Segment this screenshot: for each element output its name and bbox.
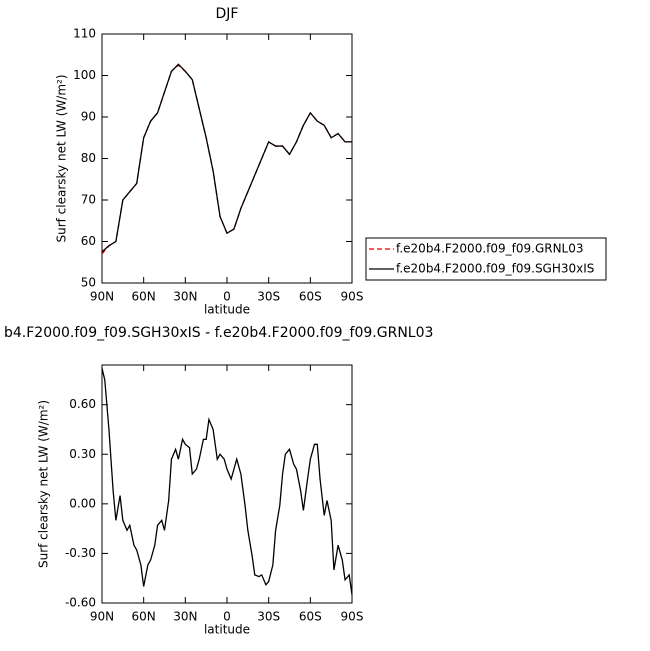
y-tick-label: 110 [73, 27, 96, 41]
plot-frame [101, 364, 353, 604]
line [101, 64, 352, 255]
x-axis-label: latitude [204, 623, 250, 637]
legend-label: f.e20b4.F2000.f09_f09.GRNL03 [396, 242, 584, 256]
x-tick-label: 30N [173, 610, 197, 624]
line [101, 368, 353, 595]
line [101, 63, 352, 253]
x-tick-label: 0 [223, 610, 231, 624]
x-axis-label: latitude [204, 303, 250, 317]
x-tick-label: 60S [299, 290, 322, 304]
y-axis-label: Surf clearsky net LW (W/m²) [55, 74, 69, 242]
chart-title: DJF [216, 6, 239, 22]
x-tick-label: 30S [257, 290, 280, 304]
legend-box [365, 237, 607, 281]
y-tick-label: -0.30 [65, 546, 96, 560]
x-tick-label: 0 [223, 290, 231, 304]
y-tick-label: -0.60 [65, 596, 96, 610]
y-tick-label: 0.60 [69, 397, 96, 411]
y-tick-label: 60 [81, 234, 96, 248]
y-tick-label: 0.30 [69, 447, 96, 461]
y-tick-label: 70 [81, 193, 96, 207]
chart-title: b4.F2000.f09_f09.SGH30xIS - f.e20b4.F200… [4, 325, 433, 341]
y-tick-label: 100 [73, 68, 96, 82]
x-tick-label: 90S [341, 290, 364, 304]
x-tick-label: 60N [132, 610, 156, 624]
y-tick-label: 50 [81, 276, 96, 290]
x-tick-label: 30N [173, 290, 197, 304]
x-tick-label: 90N [90, 610, 114, 624]
y-tick-label: 90 [81, 110, 96, 124]
x-tick-label: 90S [341, 610, 364, 624]
x-tick-label: 30S [257, 610, 280, 624]
x-tick-label: 60N [132, 290, 156, 304]
x-tick-label: 60S [299, 610, 322, 624]
y-axis-label: Surf clearsky net LW (W/m²) [37, 400, 51, 568]
plot-frame [101, 33, 353, 284]
legend-label: f.e20b4.F2000.f09_f09.SGH30xIS [396, 262, 594, 276]
x-tick-label: 90N [90, 290, 114, 304]
y-tick-label: 80 [81, 151, 96, 165]
y-tick-label: 0.00 [69, 496, 96, 510]
